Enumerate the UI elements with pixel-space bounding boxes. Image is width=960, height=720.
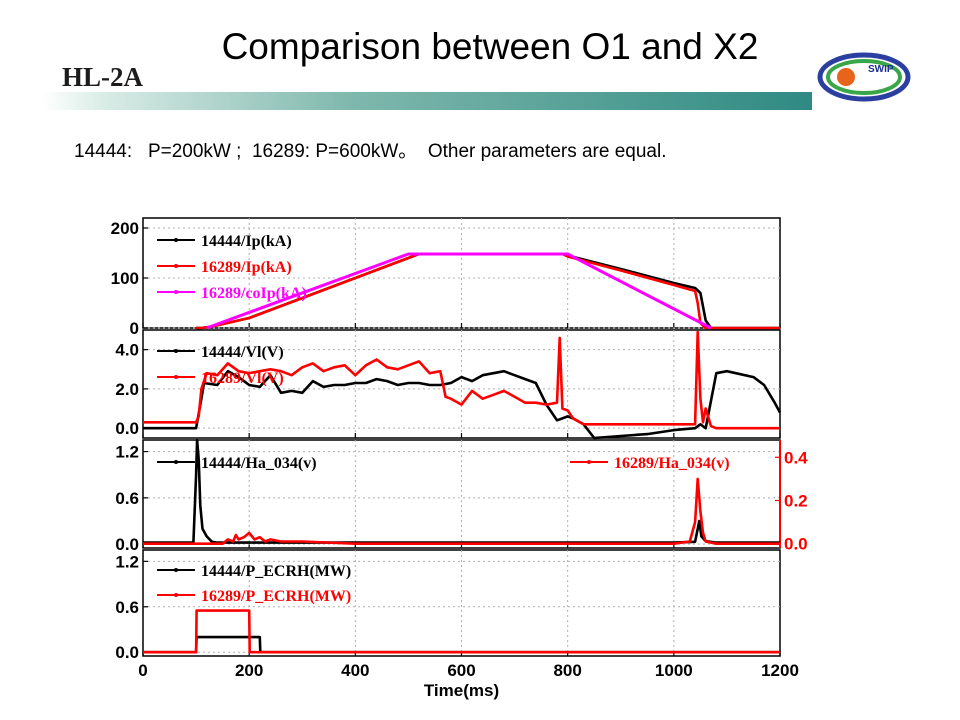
series-line: [143, 477, 780, 546]
x-tick-label: 1000: [655, 661, 693, 680]
swip-logo: SWIP: [812, 44, 916, 110]
legend-marker: [174, 290, 178, 294]
legend-label: 14444/Ip(kA): [201, 233, 292, 250]
y-tick-label: 0: [130, 319, 139, 338]
legend-marker: [174, 460, 178, 464]
legend-entry: 16289/Vl(V): [157, 370, 284, 387]
y-tick-label: 0.6: [115, 489, 139, 508]
legend-entry: 16289/Ha_034(v): [570, 455, 730, 472]
legend-marker: [174, 264, 178, 268]
legend-label: 16289/P_ECRH(MW): [201, 588, 351, 605]
x-axis-label: Time(ms): [424, 681, 499, 700]
legend-marker: [174, 238, 178, 242]
panel-2: 0.0 2.0 4.0 14444/Vl(V) 16289/Vl(V): [115, 329, 782, 440]
legend-label: 14444/Vl(V): [201, 344, 284, 361]
logo-text: SWIP: [868, 64, 894, 75]
y-tick-label: 200: [111, 219, 139, 238]
legend-label: 14444/P_ECRH(MW): [201, 563, 351, 580]
x-tick-label: 200: [235, 661, 263, 680]
legend-label: 14444/Ha_034(v): [201, 455, 317, 472]
y-tick-label: 2.0: [115, 380, 139, 399]
series-line: [206, 252, 712, 330]
legend-entry: 16289/coIp(kA): [157, 285, 307, 302]
brand-label: HL-2A: [62, 62, 143, 92]
series-line: [143, 609, 780, 654]
header-divider-bar: [42, 92, 812, 110]
y-tick-label: 100: [111, 269, 139, 288]
y-tick-label: 0.0: [115, 419, 139, 438]
legend-label: 16289/Vl(V): [201, 370, 284, 387]
legend-entry: 16289/P_ECRH(MW): [157, 588, 351, 605]
legend-entry: 14444/Ip(kA): [157, 233, 292, 250]
y-tick-label: 0.0: [115, 643, 139, 662]
legend-label: 16289/coIp(kA): [201, 285, 307, 302]
y-tick-label: 1.2: [115, 443, 139, 462]
series-line: [143, 330, 780, 430]
legend-marker: [174, 375, 178, 379]
x-tick-label: 600: [447, 661, 475, 680]
panel-1: 0 100 200 14444/Ip(kA) 16289/Ip(kA) 16289/coI…: [111, 217, 781, 338]
legend-marker: [587, 460, 591, 464]
y2-tick-label: 0.0: [784, 535, 808, 554]
series-line: [143, 369, 782, 440]
y-tick-label: 0.0: [115, 535, 139, 554]
x-tick-label: 400: [341, 661, 369, 680]
legend-marker: [174, 568, 178, 572]
panel-3: 0.0 0.6 1.2 0.0 0.2 0.4 14444/Ha_034(v) 16289/H…: [115, 438, 808, 554]
y2-tick-label: 0.2: [784, 491, 808, 510]
legend-label: 16289/Ha_034(v): [614, 455, 730, 472]
legend-entry: 14444/Vl(V): [157, 344, 284, 361]
page-title: Comparison between O1 and X2: [221, 26, 759, 67]
x-tick-label: 1200: [761, 661, 799, 680]
y-tick-label: 4.0: [115, 341, 139, 360]
series-line: [143, 635, 780, 654]
legend-marker: [174, 349, 178, 353]
legend-entry: 16289/Ip(kA): [157, 259, 292, 276]
legend-label: 16289/Ip(kA): [201, 259, 292, 276]
x-tick-label: 800: [553, 661, 581, 680]
legend-entry: 14444/Ha_034(v): [157, 455, 317, 472]
legend-entry: 14444/P_ECRH(MW): [157, 563, 351, 580]
subtitle: 14444: P=200kW ; 16289: P=600kW。 Other p…: [74, 141, 667, 162]
x-tick-label: 0: [138, 661, 147, 680]
y2-tick-label: 0.4: [784, 448, 808, 467]
legend-marker: [174, 593, 178, 597]
y-tick-label: 1.2: [115, 552, 139, 571]
panel-4: 0.0 0.6 1.2 14444/P_ECRH(MW) 16289/P_ECRH(MW…: [115, 549, 781, 662]
y-tick-label: 0.6: [115, 598, 139, 617]
